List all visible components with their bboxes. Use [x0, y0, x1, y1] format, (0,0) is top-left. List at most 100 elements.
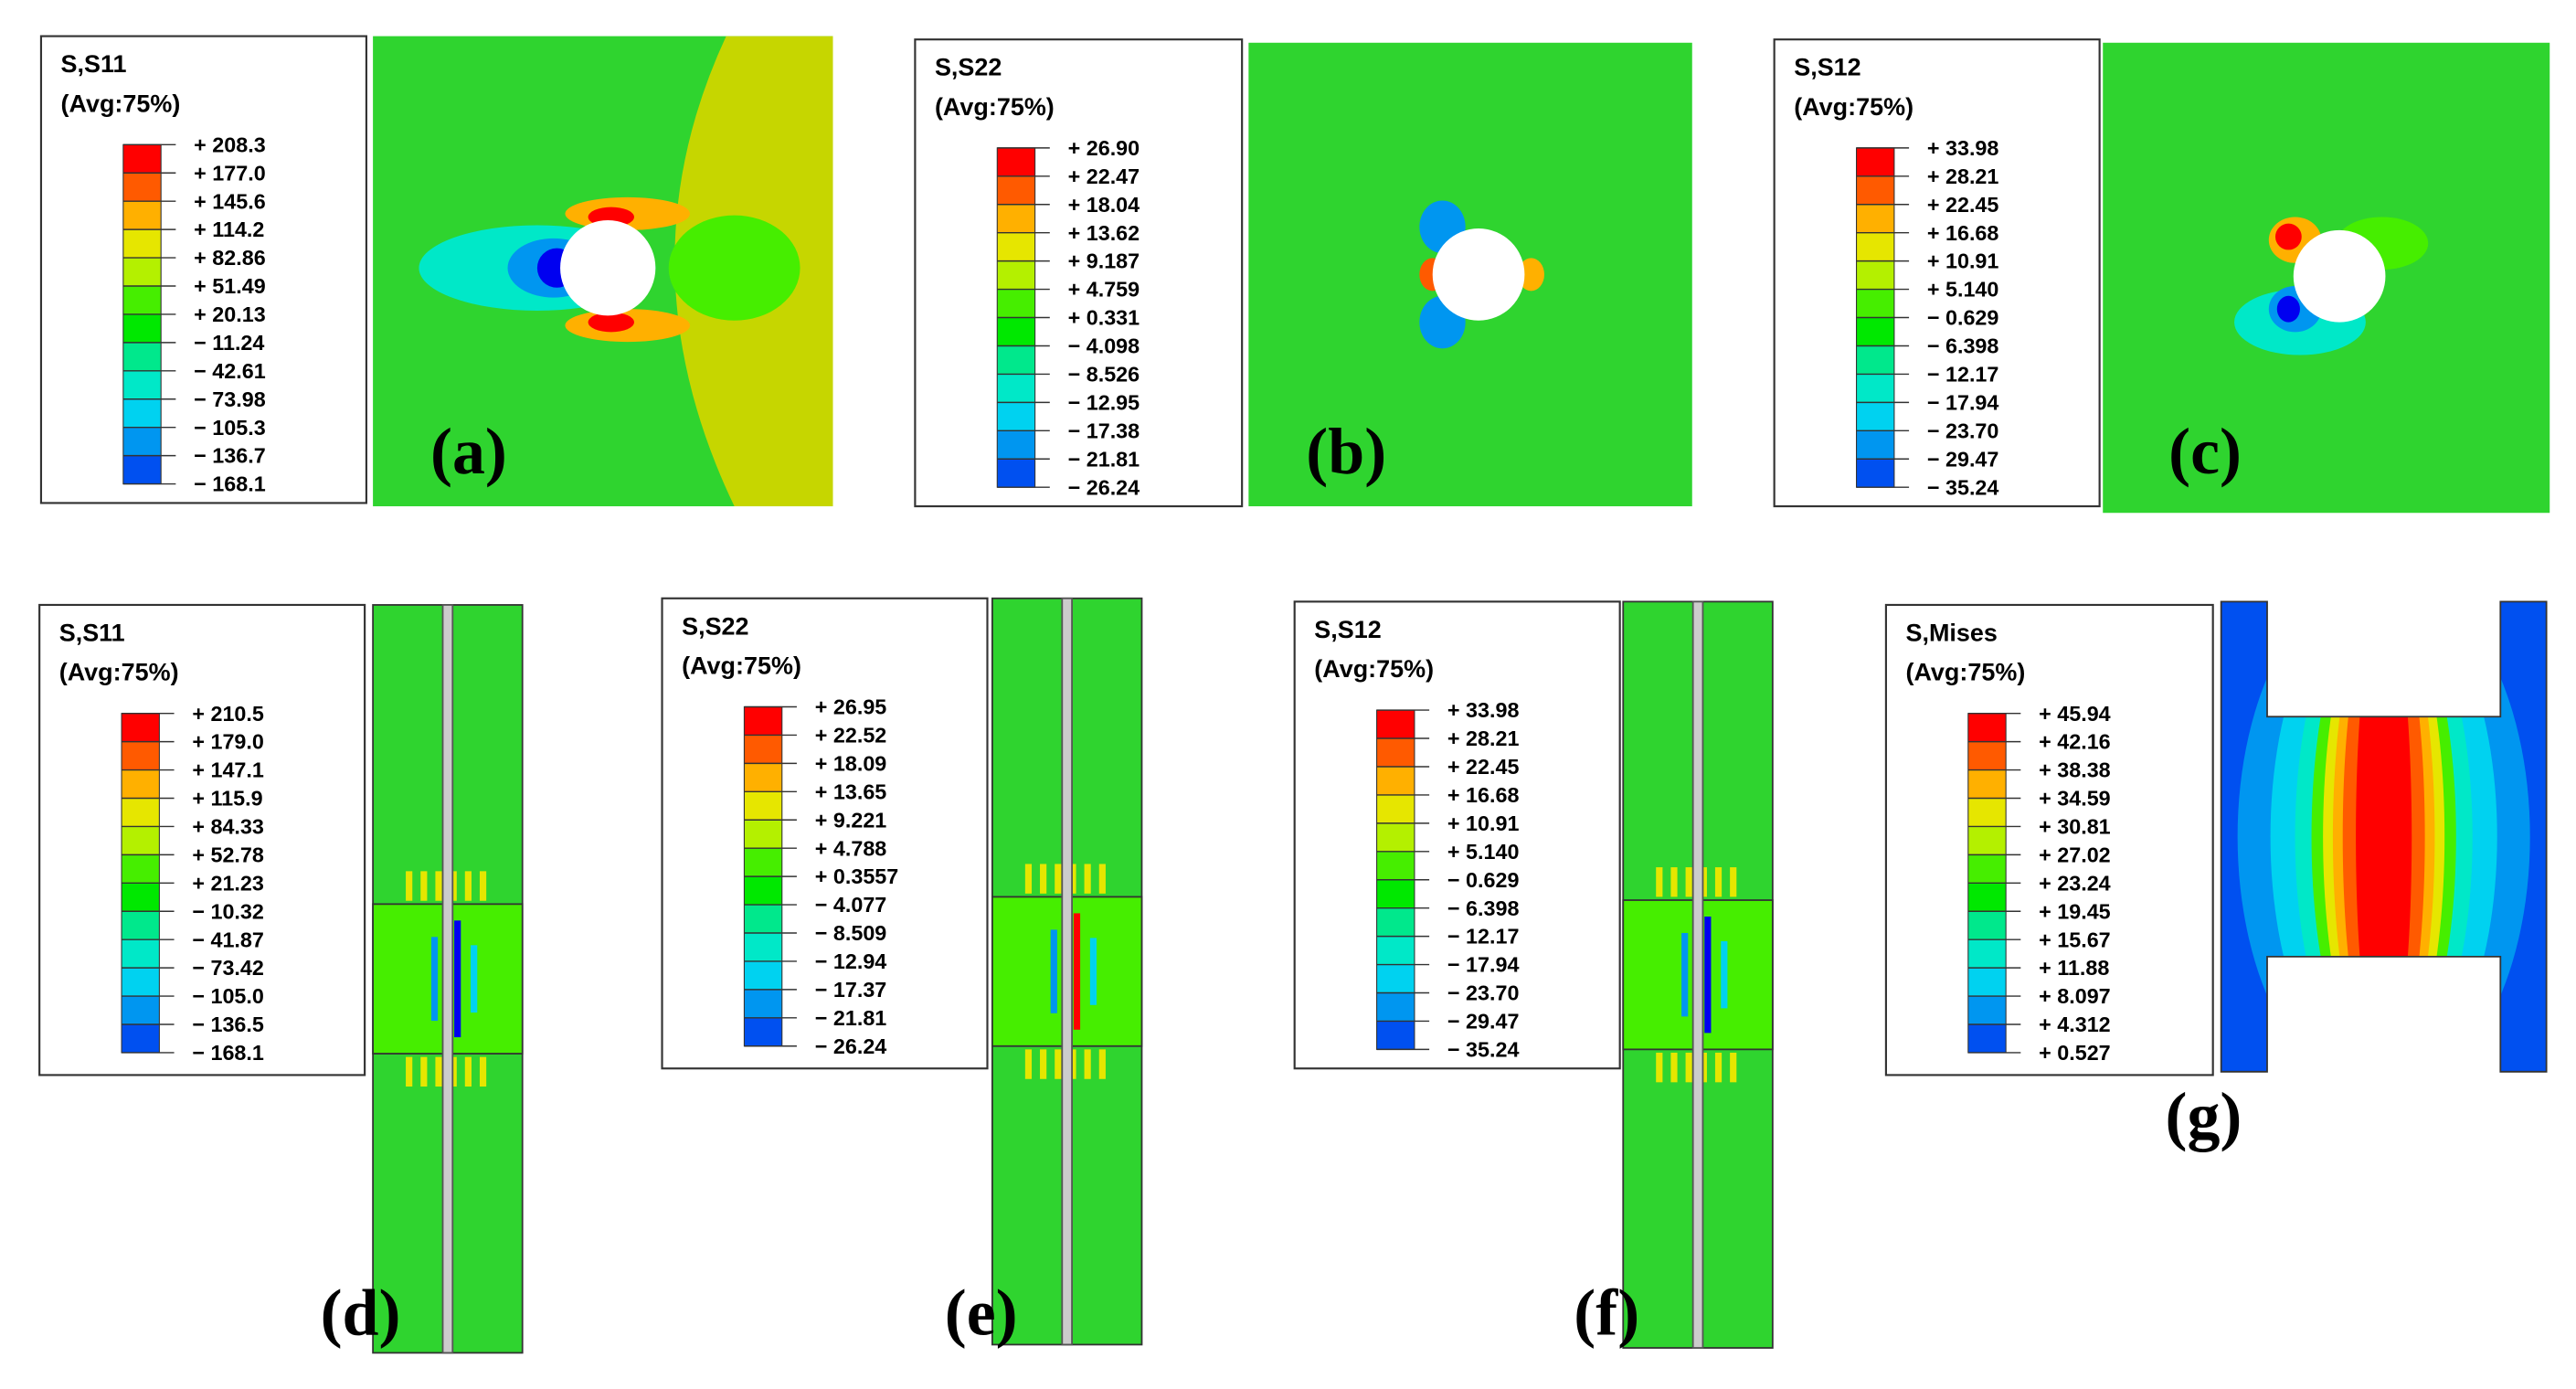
spot [1098, 864, 1106, 894]
color-band [1856, 175, 1894, 205]
panel-label: (g) [2166, 1079, 2242, 1152]
spot [1685, 867, 1692, 897]
color-band [1856, 317, 1894, 346]
color-band [122, 769, 160, 799]
color-band [122, 370, 162, 399]
spot [1704, 917, 1712, 1034]
color-band [997, 345, 1035, 375]
legend-label: + 9.187 [1068, 249, 1140, 273]
legend-label: + 22.52 [815, 724, 887, 748]
spot [406, 871, 413, 901]
outline [2220, 600, 2548, 1073]
legend-label: − 17.37 [815, 978, 887, 1002]
spot [1055, 1049, 1062, 1079]
legend-label: − 0.629 [1927, 306, 1999, 330]
color-band [997, 317, 1035, 346]
legend-label: − 136.7 [194, 444, 266, 468]
legend-box [38, 603, 366, 1076]
color-band [1856, 260, 1894, 290]
panel-label: (e) [945, 1277, 1018, 1350]
legend-label: + 82.86 [194, 246, 266, 270]
color-band [122, 455, 162, 484]
color-band [1376, 738, 1415, 767]
centre-line [441, 604, 454, 1354]
spot [1040, 864, 1047, 894]
legend-label: + 115.9 [192, 787, 262, 811]
spot [1685, 1052, 1692, 1083]
hole [560, 220, 656, 316]
legend-label: + 16.68 [1447, 783, 1520, 807]
spot [1730, 867, 1737, 897]
legend-label: + 28.21 [1447, 726, 1520, 750]
color-band [122, 285, 162, 314]
color-band [997, 374, 1035, 403]
color-band [122, 911, 160, 940]
spot [479, 1056, 487, 1087]
spot [1024, 864, 1033, 894]
spot [420, 871, 428, 901]
legend-label: − 6.398 [1927, 334, 1999, 358]
legend-label: − 12.94 [815, 949, 887, 973]
color-band [122, 313, 162, 343]
spot [1069, 1049, 1076, 1079]
spot [1730, 1052, 1737, 1083]
color-band [997, 459, 1035, 488]
color-band [1376, 851, 1415, 880]
legend-label: + 18.04 [1068, 193, 1140, 217]
spot [1656, 1052, 1663, 1083]
spot [435, 871, 442, 901]
color-band [122, 229, 162, 259]
color-band [122, 398, 162, 428]
color-band [1376, 766, 1415, 795]
legend-label: − 21.81 [815, 1006, 887, 1030]
spot [1670, 867, 1678, 897]
lobe [2276, 295, 2300, 323]
legend-label: − 168.1 [192, 1041, 264, 1065]
legend-subtitle: (Avg:75%) [935, 93, 1055, 121]
color-band [744, 933, 782, 961]
legend-label: − 29.47 [1447, 1010, 1520, 1034]
lobe [1518, 258, 1544, 292]
centre-line [1061, 597, 1073, 1346]
legend-label: + 10.91 [1447, 811, 1520, 835]
spot [1670, 1052, 1678, 1083]
color-band [744, 763, 782, 792]
legend-label: − 6.398 [1447, 896, 1520, 920]
legend-label: − 23.70 [1927, 419, 1999, 442]
color-band [1967, 911, 2007, 940]
color-band [122, 427, 162, 456]
color-band [1376, 992, 1415, 1022]
legend-label: − 4.077 [815, 893, 887, 917]
legend-label: + 26.90 [1068, 136, 1140, 160]
legend-label: + 8.097 [2039, 984, 2111, 1008]
legend-label: + 114.2 [194, 217, 264, 241]
color-band [1856, 345, 1894, 375]
color-band [744, 706, 782, 736]
legend-subtitle: (Avg:75%) [61, 90, 181, 117]
color-band [997, 175, 1035, 205]
spot [479, 871, 487, 901]
color-band [997, 232, 1035, 261]
color-band [1856, 147, 1894, 176]
legend-label: + 20.13 [194, 302, 266, 326]
lobe [588, 312, 634, 333]
spot [1098, 1049, 1106, 1079]
legend-label: + 18.09 [815, 751, 887, 775]
spot [435, 1056, 442, 1087]
color-band [997, 204, 1035, 233]
mises-field [2221, 601, 2547, 1072]
legend-label: + 22.45 [1927, 193, 1999, 217]
color-band [744, 989, 782, 1018]
panel-label: (f) [1574, 1277, 1639, 1350]
spot [471, 945, 478, 1013]
spot [464, 1056, 472, 1087]
legend-label: + 51.49 [194, 274, 266, 298]
legend-label: + 210.5 [192, 702, 264, 726]
legend-label: + 52.78 [192, 843, 264, 866]
panel-label: (a) [430, 415, 507, 488]
spot [1681, 933, 1689, 1017]
legend-label: − 10.32 [192, 899, 264, 923]
legend-box [39, 35, 367, 504]
legend-label: + 34.59 [2039, 787, 2111, 811]
